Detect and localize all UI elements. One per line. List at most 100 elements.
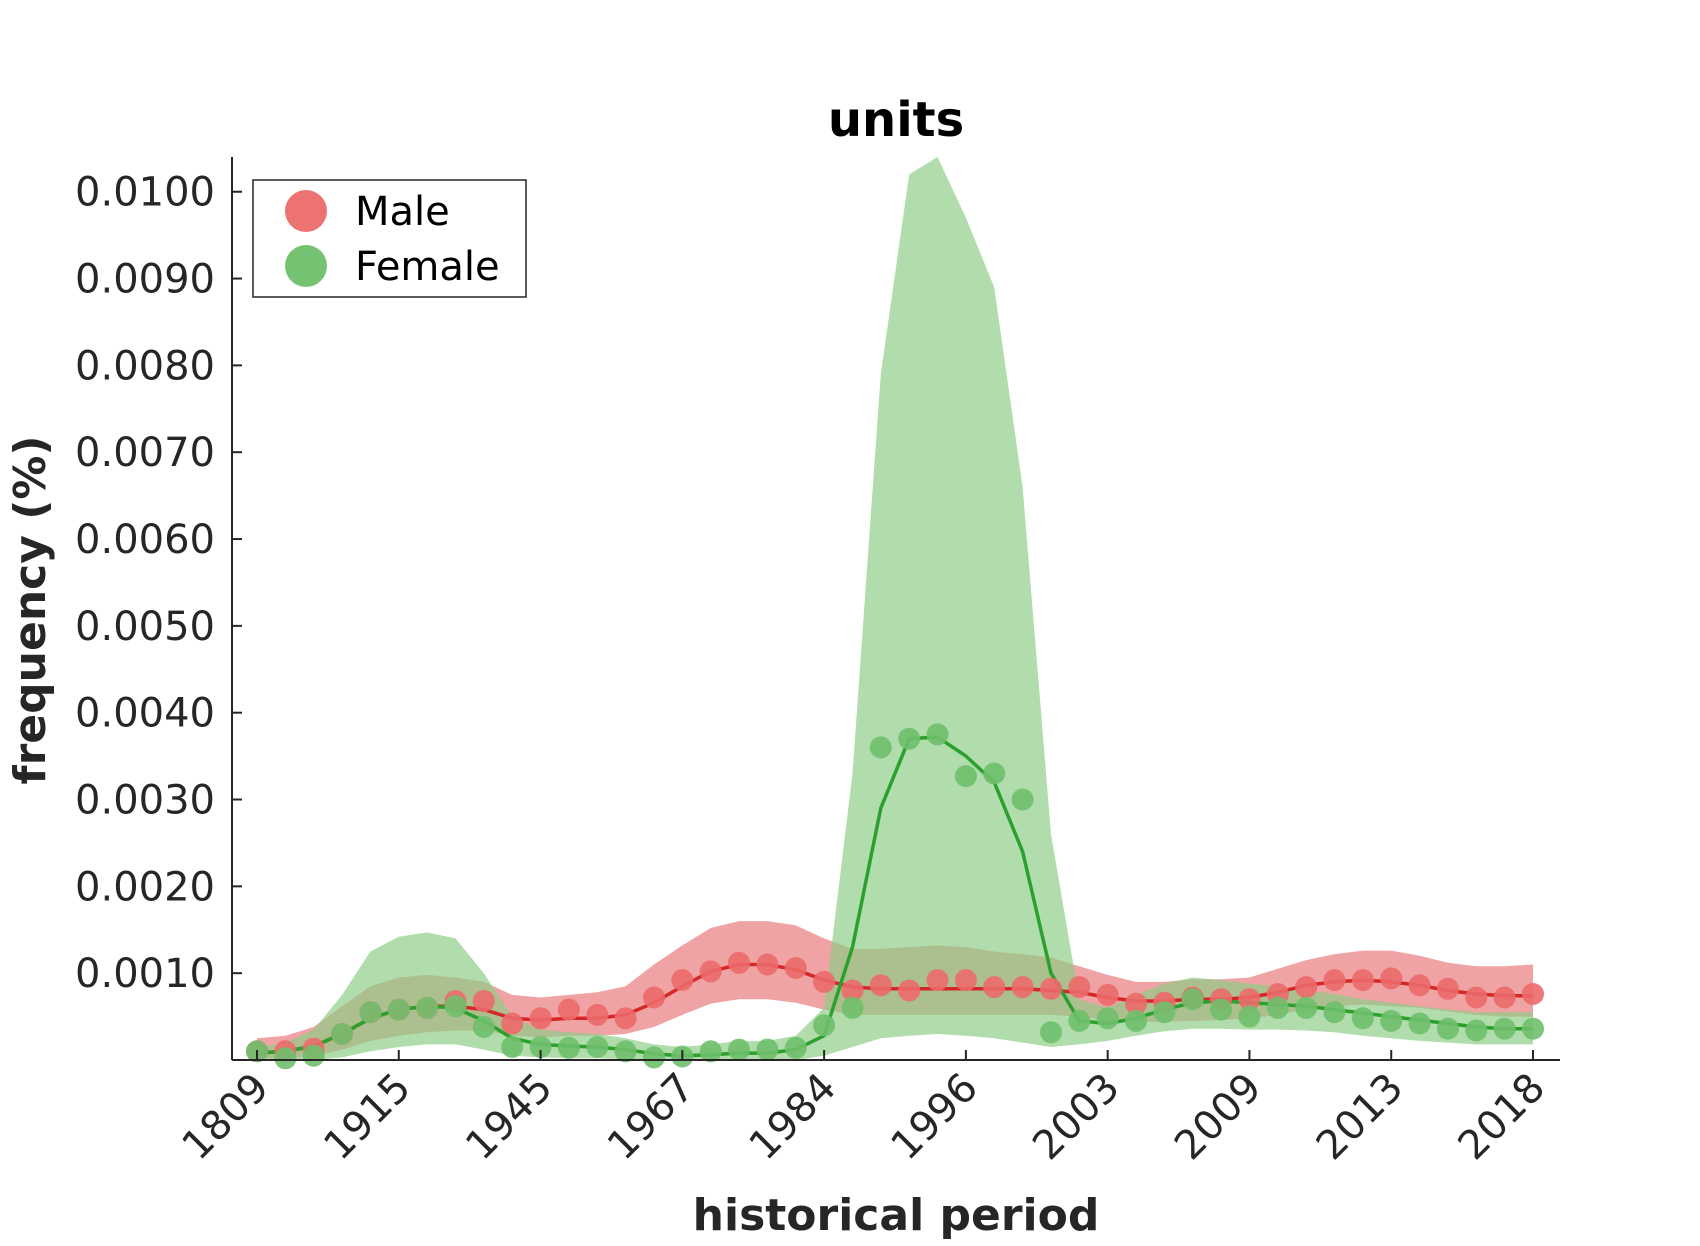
female-data-point (1011, 788, 1034, 811)
x-ticks: 1809 1915 1945 1967 1984 1996 2003 2009 2013 2018 (174, 1050, 1555, 1170)
female-data-point (1125, 1009, 1147, 1032)
female-data-point (1323, 1001, 1346, 1024)
male-data-point (1040, 977, 1062, 1000)
male-data-point (529, 1007, 552, 1030)
female-data-point (728, 1038, 750, 1061)
x-tick-label: 2013 (1308, 1065, 1413, 1170)
male-data-point (1351, 969, 1374, 992)
x-axis-title: historical period (693, 1190, 1100, 1241)
female-data-point (813, 1014, 836, 1037)
male-data-point (1011, 976, 1034, 999)
male-data-point (813, 970, 836, 993)
x-tick-label: 2018 (1450, 1065, 1555, 1170)
y-tick-label: 0.0100 (75, 170, 215, 216)
female-data-point (1351, 1007, 1374, 1030)
axes (231, 157, 1560, 1061)
x-tick-label: 2009 (1166, 1065, 1271, 1170)
x-tick-label: 1915 (315, 1065, 420, 1170)
female-data-point (954, 765, 977, 788)
male-data-point (1295, 976, 1318, 999)
x-tick-label: 1967 (599, 1065, 704, 1170)
female-data-point (643, 1046, 665, 1069)
female-data-point (898, 727, 921, 750)
chart-title: units (828, 92, 964, 148)
female-data-point (1436, 1017, 1459, 1040)
male-data-point (784, 957, 807, 979)
y-axis-title: frequency (%) (5, 435, 56, 784)
male-legend-marker (285, 190, 327, 232)
male-data-point (1493, 986, 1516, 1009)
female-data-point (359, 1001, 382, 1024)
female-data-point (1181, 988, 1204, 1011)
x-tick-label: 1945 (457, 1065, 562, 1170)
male-data-point (1522, 983, 1544, 1005)
female-data-point (1096, 1007, 1119, 1030)
y-tick-label: 0.0060 (75, 517, 215, 563)
male-data-point (586, 1003, 609, 1026)
y-tick-label: 0.0030 (75, 778, 215, 824)
male-data-point (501, 1012, 524, 1035)
female-data-point (302, 1044, 325, 1067)
female-data-point (444, 995, 467, 1018)
legend: Male Female (252, 179, 527, 298)
y-tick-label: 0.0040 (75, 691, 215, 737)
y-tick-label: 0.0050 (75, 604, 215, 650)
female-legend-label: Female (355, 244, 500, 290)
female-trend-line (256, 735, 1533, 1058)
female-data-point (983, 762, 1006, 785)
x-tick-label: 2003 (1024, 1065, 1129, 1170)
male-data-point (869, 974, 892, 997)
female-data-point (387, 998, 410, 1021)
female-data-point (501, 1036, 524, 1058)
female-data-point (869, 736, 892, 759)
male-data-point (1408, 974, 1431, 997)
female-data-point (1153, 1001, 1176, 1024)
female-data-point (1522, 1017, 1544, 1040)
male-data-point (1323, 969, 1346, 992)
male-data-point (671, 969, 694, 992)
male-data-point (728, 951, 750, 974)
female-data-point (699, 1040, 722, 1063)
male-data-point (841, 979, 864, 1002)
y-tick-label: 0.0020 (75, 864, 215, 910)
male-data-point (643, 986, 665, 1009)
female-data-point (416, 996, 439, 1019)
male-data-point (614, 1007, 637, 1030)
male-data-point (954, 969, 977, 992)
male-data-point (1125, 992, 1147, 1015)
male-data-point (1436, 977, 1459, 1000)
female-data-point (784, 1036, 807, 1059)
female-data-point (756, 1038, 779, 1061)
series-markers (246, 723, 1544, 1070)
male-data-point (472, 990, 495, 1012)
male-data-point (1096, 983, 1119, 1006)
female-data-point (557, 1036, 580, 1059)
y-tick-label: 0.0070 (75, 430, 215, 476)
y-tick-label: 0.0010 (75, 951, 215, 997)
female-data-point (1238, 1005, 1261, 1028)
male-data-point (1068, 976, 1091, 999)
male-data-point (1465, 986, 1488, 1009)
female-legend-marker (285, 245, 327, 287)
female-data-point (841, 996, 864, 1019)
male-data-point (699, 960, 722, 983)
female-data-point (529, 1036, 552, 1058)
female-data-point (1266, 996, 1289, 1019)
female-data-point (1408, 1012, 1431, 1035)
female-confidence-band (257, 157, 1533, 1060)
male-legend-label: Male (355, 189, 450, 235)
male-data-point (926, 969, 949, 992)
female-data-point (1068, 1009, 1091, 1032)
female-data-point (331, 1023, 354, 1045)
y-tick-label: 0.0080 (75, 343, 215, 389)
x-tick-label: 1809 (174, 1065, 279, 1170)
female-data-point (274, 1047, 297, 1070)
plot-area (246, 157, 1544, 1070)
male-data-point (557, 998, 580, 1021)
female-data-point (472, 1016, 495, 1038)
series-lines (256, 735, 1533, 1058)
female-data-point (614, 1040, 637, 1063)
female-data-point (926, 723, 949, 746)
female-data-point (586, 1036, 609, 1058)
